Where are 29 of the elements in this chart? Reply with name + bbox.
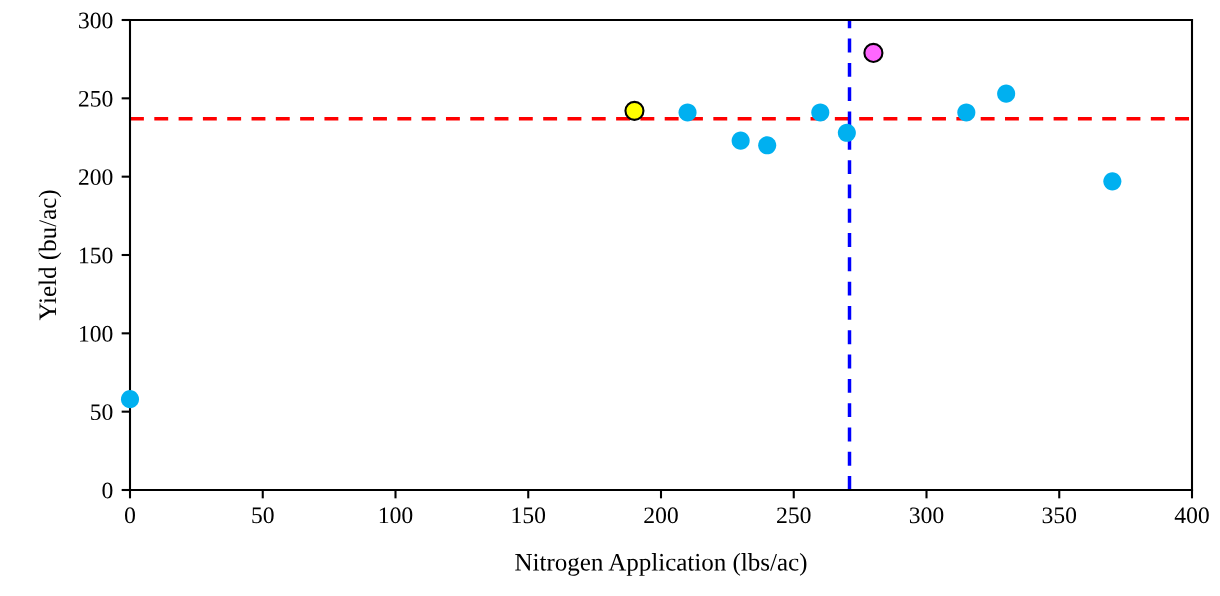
x-tick-label: 400 bbox=[1174, 507, 1209, 524]
y-tick-label: 0 bbox=[102, 482, 113, 499]
x-tick-label: 150 bbox=[512, 507, 546, 524]
x-tick-label: 0 bbox=[125, 507, 135, 524]
y-tick-label: 50 bbox=[91, 404, 113, 421]
x-axis-title: Nitrogen Application (lbs/ac) bbox=[515, 553, 807, 576]
x-tick-label: 300 bbox=[909, 507, 944, 524]
y-tick-label: 300 bbox=[79, 12, 113, 29]
y-tick-label: 250 bbox=[78, 90, 113, 107]
x-tick-label: 200 bbox=[644, 507, 678, 524]
x-tick-label: 250 bbox=[777, 507, 811, 524]
point bbox=[863, 42, 884, 63]
point bbox=[811, 103, 830, 122]
point bbox=[837, 123, 856, 142]
y-tick-label: 200 bbox=[78, 169, 113, 186]
x-tick-label: 50 bbox=[252, 507, 274, 524]
point bbox=[624, 100, 645, 121]
y-tick-label: 100 bbox=[79, 325, 113, 342]
point bbox=[997, 84, 1016, 103]
point bbox=[957, 103, 976, 122]
point bbox=[678, 103, 697, 122]
x-tick-label: 350 bbox=[1042, 507, 1077, 524]
point bbox=[120, 390, 140, 409]
point bbox=[758, 136, 777, 155]
y-tick-label: 150 bbox=[79, 247, 113, 264]
point bbox=[1103, 172, 1122, 191]
x-tick-label: 100 bbox=[379, 507, 413, 524]
point bbox=[731, 131, 750, 150]
y-axis-title: Yield (bu/ac) bbox=[38, 190, 62, 321]
